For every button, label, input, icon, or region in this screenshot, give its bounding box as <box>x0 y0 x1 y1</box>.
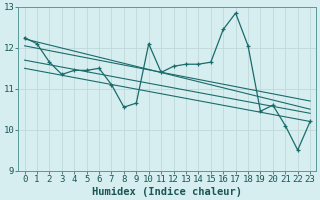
X-axis label: Humidex (Indice chaleur): Humidex (Indice chaleur) <box>92 186 242 197</box>
